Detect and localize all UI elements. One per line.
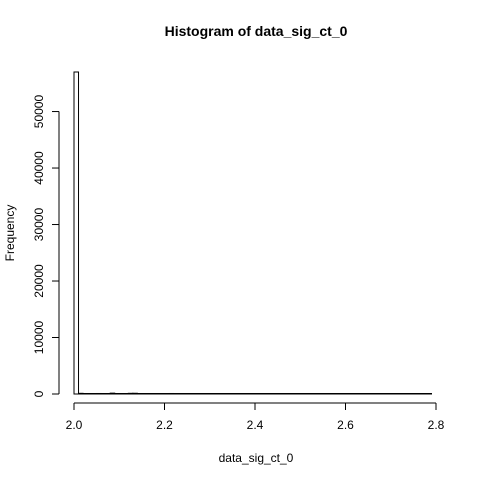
histogram-bar: [331, 393, 337, 395]
histogram-bar: [87, 393, 93, 395]
histogram-bar: [132, 392, 138, 395]
histogram-bar: [136, 393, 143, 395]
histogram-bar: [263, 393, 270, 395]
histogram-bar: [412, 393, 419, 395]
x-tick-label: 2.4: [247, 418, 264, 432]
histogram-bar: [154, 393, 161, 395]
histogram-bar: [150, 393, 156, 395]
histogram-bar: [114, 393, 120, 395]
histogram-bar: [322, 393, 328, 395]
histogram-bar: [145, 393, 152, 395]
histogram-bar: [191, 393, 197, 395]
histogram-bar: [222, 393, 229, 395]
chart-title: Histogram of data_sig_ct_0: [165, 23, 348, 39]
histogram-bar: [340, 393, 347, 395]
histogram-bar: [186, 393, 193, 395]
histogram-bar: [272, 393, 279, 395]
histogram-bar: [213, 393, 220, 395]
x-tick-label: 2.8: [428, 418, 445, 432]
histogram-bar: [173, 393, 179, 395]
x-tick-label: 2.2: [156, 418, 173, 432]
histogram-bar: [100, 393, 107, 395]
histogram-bar: [141, 393, 147, 395]
histogram-bar: [286, 393, 292, 395]
histogram-bar: [304, 393, 310, 395]
histogram-bar: [335, 393, 342, 395]
histogram-bar: [168, 392, 175, 395]
histogram-bar: [317, 393, 324, 395]
histogram-bar: [408, 393, 414, 395]
histogram-bar: [349, 393, 356, 395]
histogram-bar: [127, 392, 134, 395]
histogram-bar: [354, 393, 360, 395]
histogram-bar: [326, 393, 333, 395]
histogram-bar: [177, 393, 184, 395]
histogram-bar: [123, 393, 129, 395]
histogram-bar: [118, 393, 125, 395]
histogram-bar: [426, 393, 432, 395]
histogram-bar: [159, 393, 166, 395]
histogram-bar: [73, 71, 80, 395]
histogram-bar: [281, 393, 288, 395]
histogram-bar: [313, 393, 319, 395]
y-tick-label: 0: [32, 390, 46, 397]
histogram-bar: [200, 393, 206, 395]
histogram-bar: [403, 393, 410, 395]
y-tick-label: 20000: [32, 264, 46, 298]
histogram-bar: [195, 393, 202, 395]
histogram-bar: [417, 393, 423, 395]
histogram-bar: [204, 393, 211, 395]
histogram-bar: [308, 393, 315, 395]
x-axis: 2.0 2.2 2.4 2.6 2.8: [66, 402, 445, 432]
histogram-bar: [259, 393, 265, 395]
histogram-bar: [345, 393, 351, 395]
x-axis-label: data_sig_ct_0: [219, 451, 294, 465]
x-tick-label: 2.6: [337, 418, 354, 432]
histogram-bar: [394, 393, 401, 395]
histogram-bar: [358, 393, 365, 395]
histogram-bar: [277, 393, 283, 395]
y-axis: 0 10000 20000 30000 40000 50000: [32, 95, 60, 397]
histogram-bar: [290, 393, 297, 395]
histogram-bar: [399, 393, 405, 395]
histogram-bar: [367, 393, 374, 395]
histogram-bar: [78, 392, 84, 395]
histogram-bar: [236, 393, 242, 395]
histogram-bar: [91, 393, 98, 395]
histogram-bar: [109, 392, 116, 395]
y-tick-label: 30000: [32, 208, 46, 242]
histogram-bar: [390, 393, 396, 395]
histogram-bar: [182, 393, 188, 395]
y-tick-label: 40000: [32, 151, 46, 185]
histogram-bar: [268, 393, 274, 395]
histogram-bar: [209, 393, 215, 395]
histogram-bar: [164, 393, 170, 395]
histogram-bar: [372, 393, 378, 395]
histogram-bar: [376, 393, 383, 395]
y-tick-label: 50000: [32, 95, 46, 129]
histogram-bar: [96, 392, 102, 395]
histogram-bar: [240, 393, 247, 395]
histogram-bar: [363, 393, 369, 395]
histogram-bar: [231, 393, 238, 395]
histogram-bar: [381, 393, 387, 395]
histogram-bars: [73, 71, 432, 395]
histogram-bar: [299, 393, 306, 395]
histogram-bar: [245, 393, 251, 395]
histogram-bar: [227, 393, 233, 395]
y-tick-label: 10000: [32, 321, 46, 355]
histogram-bar: [105, 393, 111, 395]
histogram-bar: [295, 393, 301, 395]
y-axis-label: Frequency: [3, 205, 17, 262]
x-tick-label: 2.0: [66, 418, 83, 432]
histogram-bar: [421, 393, 428, 395]
histogram-bar: [385, 393, 392, 395]
histogram-bar: [218, 393, 224, 395]
histogram-bar: [82, 393, 89, 395]
histogram-bar: [249, 393, 256, 395]
histogram-bar: [254, 393, 261, 395]
